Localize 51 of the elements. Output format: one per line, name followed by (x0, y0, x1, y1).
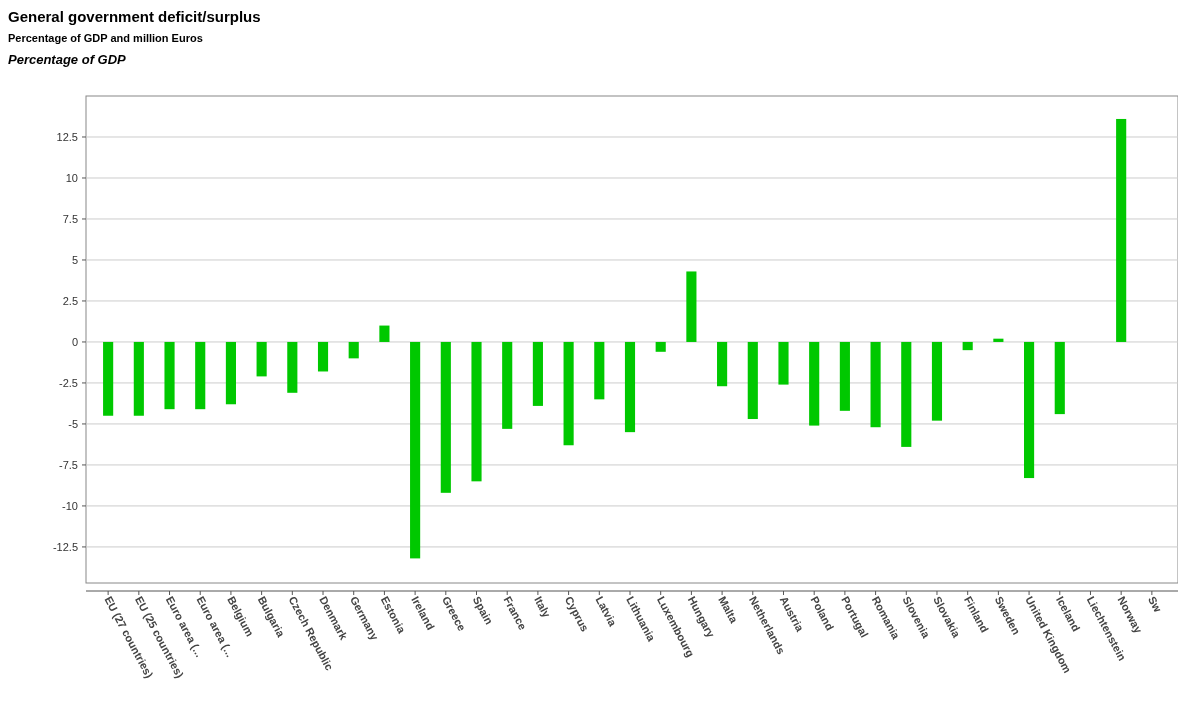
bar (778, 341, 789, 385)
y-tick-label: 5 (71, 253, 78, 266)
y-tick-label: -12.5 (52, 540, 78, 553)
bar (532, 341, 543, 406)
bar (410, 341, 421, 559)
chart-title: General government deficit/surplus (8, 8, 261, 25)
bar (348, 341, 359, 359)
y-tick-label: 0 (71, 335, 78, 348)
y-tick-label: -2.5 (59, 376, 78, 389)
x-tick-label: Spain (470, 594, 496, 627)
bar (317, 341, 329, 372)
bar (839, 341, 850, 411)
bar (133, 341, 144, 416)
bar (502, 341, 513, 429)
bar (164, 341, 175, 410)
bar (717, 341, 728, 387)
x-tick-label: Malta (716, 594, 741, 626)
bar (440, 341, 451, 493)
bar (655, 341, 666, 352)
x-tick-label: Italy (532, 594, 554, 621)
y-axis-title: Percentage of GDP (8, 52, 127, 67)
bar (901, 341, 912, 447)
bar (931, 341, 943, 421)
y-tick-label: 7.5 (62, 212, 78, 225)
bar (379, 325, 390, 342)
bar (809, 341, 820, 426)
bar (1054, 341, 1065, 415)
chart-subtitle: Percentage of GDP and million Euros (8, 32, 203, 44)
y-tick-label: -10 (62, 499, 78, 512)
bar (103, 341, 114, 416)
bar (993, 338, 1004, 342)
bar (594, 341, 605, 400)
bar (195, 341, 206, 410)
bar (225, 341, 236, 405)
y-tick-label: 12.5 (56, 130, 78, 143)
bar (471, 341, 482, 482)
bar (962, 341, 973, 351)
y-tick-label: -7.5 (59, 458, 78, 471)
bar (624, 341, 636, 433)
bar (1116, 118, 1127, 342)
y-tick-label: 2.5 (62, 294, 78, 307)
bar (686, 271, 697, 342)
x-tick-label: Sw (1146, 594, 1165, 615)
bar (747, 341, 758, 420)
bar (563, 341, 574, 446)
bar (256, 341, 267, 377)
bar (1024, 341, 1035, 479)
bar (870, 341, 881, 428)
y-tick-label: 10 (65, 171, 78, 184)
y-tick-label: -5 (68, 417, 78, 430)
bar (287, 341, 298, 393)
